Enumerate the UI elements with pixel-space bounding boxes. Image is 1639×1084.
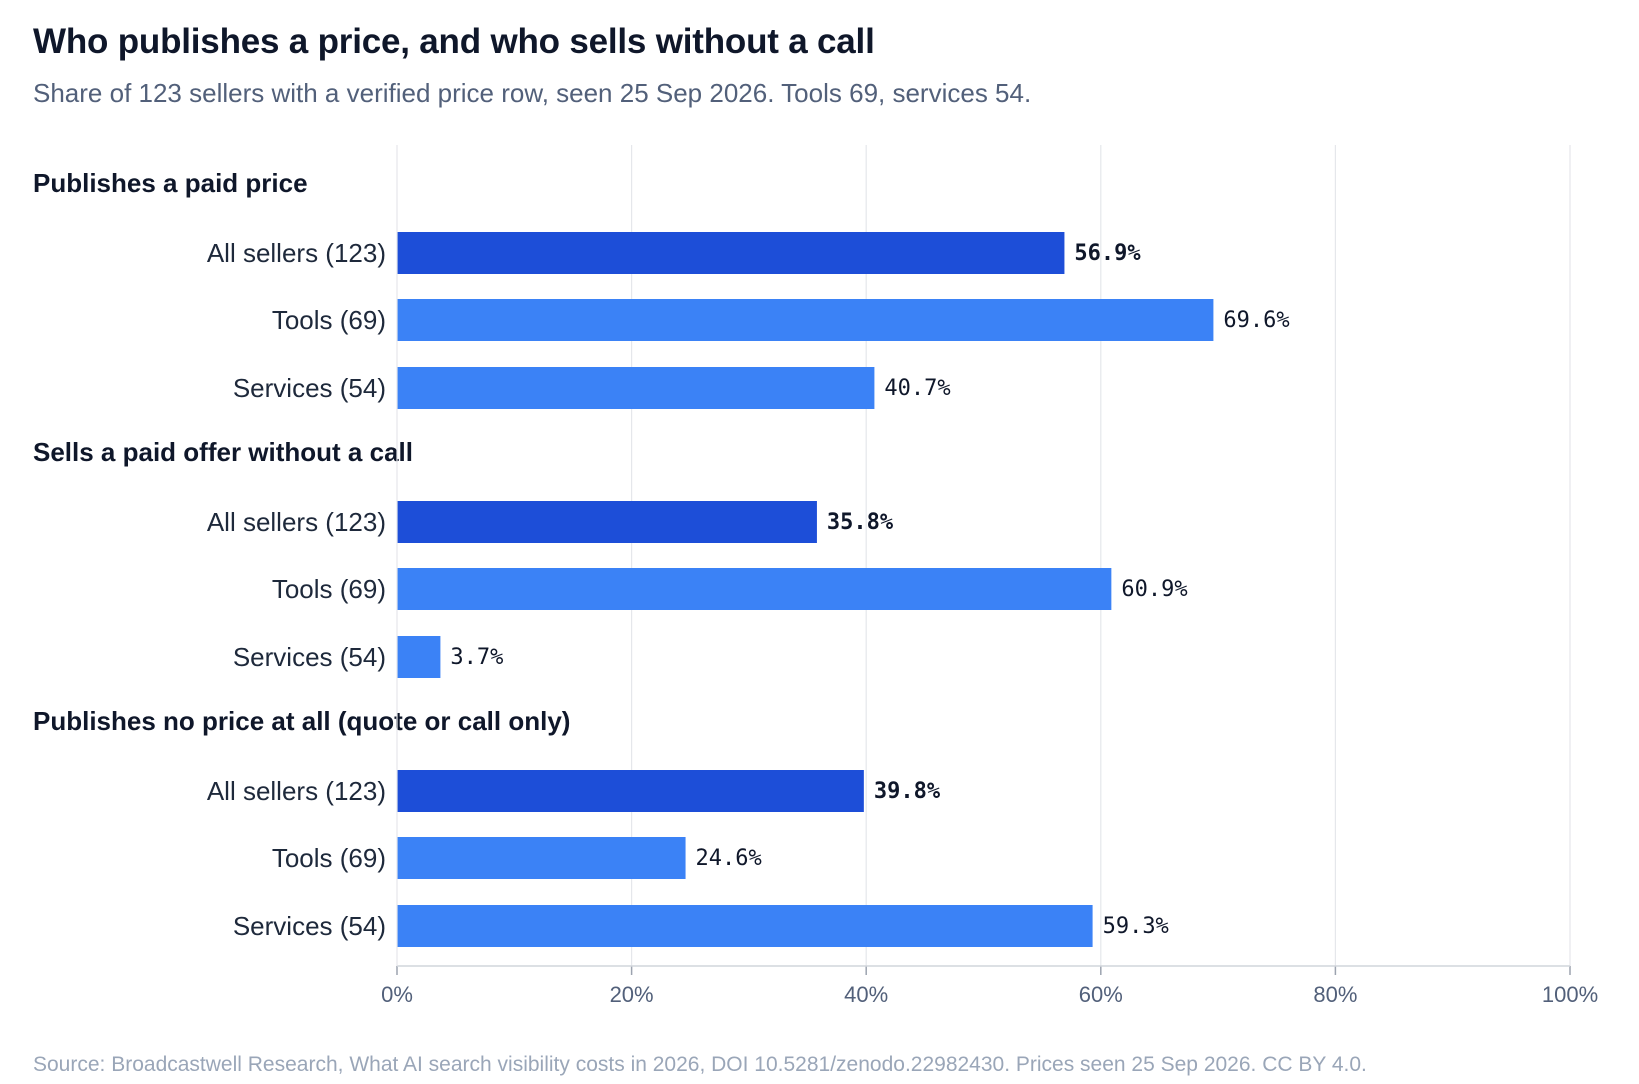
source-note: Source: Broadcastwell Research, What AI … bbox=[33, 1053, 1367, 1076]
x-tick-label: 0% bbox=[381, 982, 413, 1007]
data-label: 39.8% bbox=[874, 779, 941, 804]
x-tick-label: 80% bbox=[1313, 982, 1357, 1007]
row-label: Services (54) bbox=[233, 911, 386, 941]
x-tick-label: 100% bbox=[1542, 982, 1598, 1007]
bar bbox=[397, 367, 875, 409]
group-label: Publishes no price at all (quote or call… bbox=[33, 706, 570, 736]
data-label: 56.9% bbox=[1074, 241, 1141, 266]
row-label: Tools (69) bbox=[272, 843, 386, 873]
x-tick-label: 20% bbox=[610, 982, 654, 1007]
bar bbox=[397, 770, 864, 812]
data-label: 35.8% bbox=[827, 510, 894, 535]
group-label: Sells a paid offer without a call bbox=[33, 437, 413, 467]
bar bbox=[397, 905, 1093, 947]
data-label: 59.3% bbox=[1103, 914, 1169, 939]
bar bbox=[397, 232, 1065, 274]
row-label: Tools (69) bbox=[272, 574, 386, 604]
bar bbox=[397, 837, 686, 879]
row-label: Services (54) bbox=[233, 642, 386, 672]
bar bbox=[397, 568, 1112, 610]
bar-chart: 0% 20% 40% 60% 80% 100% Publishes a paid price… bbox=[33, 145, 1598, 1007]
bar bbox=[397, 299, 1214, 341]
bar bbox=[397, 636, 441, 678]
data-label: 60.9% bbox=[1121, 577, 1187, 602]
bar bbox=[397, 501, 817, 543]
row-label: Tools (69) bbox=[272, 305, 386, 335]
group-label: Publishes a paid price bbox=[33, 168, 308, 198]
data-label: 24.6% bbox=[696, 846, 762, 871]
chart-title: Who publishes a price, and who sells wit… bbox=[33, 22, 875, 61]
row-label: All sellers (123) bbox=[207, 776, 386, 806]
chart-subtitle: Share of 123 sellers with a verified pri… bbox=[33, 78, 1032, 108]
row-label: All sellers (123) bbox=[207, 238, 386, 268]
data-label: 3.7% bbox=[450, 645, 503, 670]
x-tick-label: 40% bbox=[844, 982, 888, 1007]
row-label: All sellers (123) bbox=[207, 507, 386, 537]
data-label: 40.7% bbox=[884, 376, 950, 401]
x-tick-label: 60% bbox=[1079, 982, 1123, 1007]
data-label: 69.6% bbox=[1223, 308, 1289, 333]
row-label: Services (54) bbox=[233, 373, 386, 403]
